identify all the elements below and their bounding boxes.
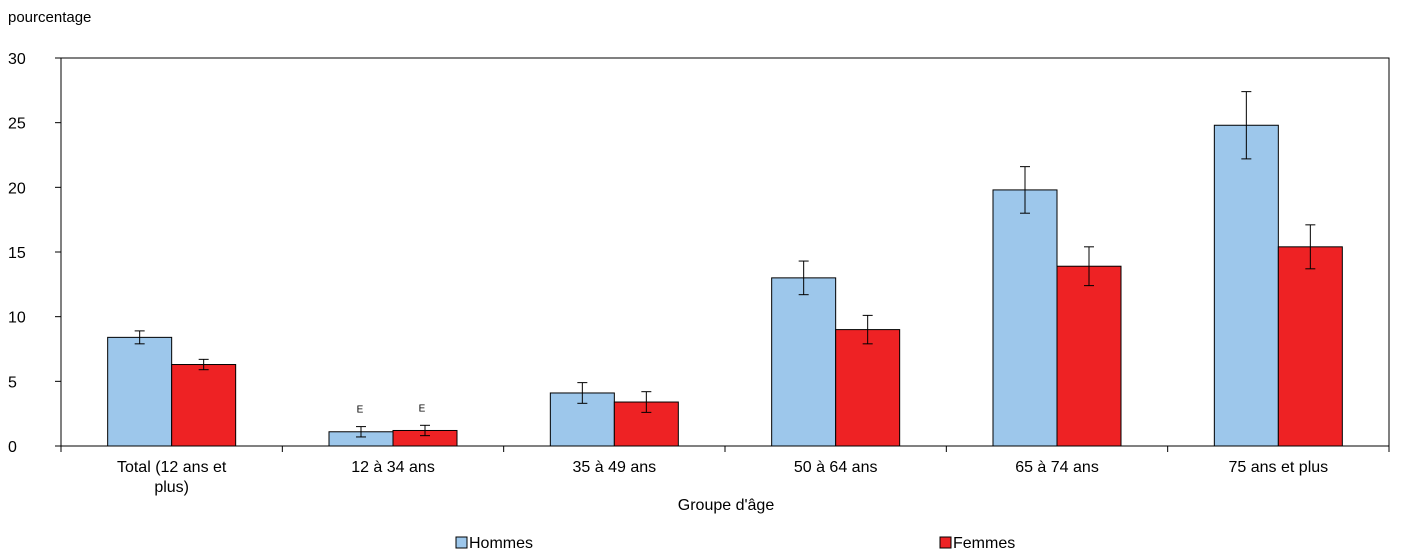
y-tick-label: 20 [8, 180, 26, 197]
bar-femmes [1056, 265, 1122, 447]
estimate-flag: E [419, 403, 426, 414]
x-tick-label: 50 à 64 ans [794, 459, 878, 476]
bar-femmes [835, 329, 901, 447]
y-tick-label: 25 [8, 116, 26, 133]
x-axis-label: Groupe d'âge [678, 497, 775, 514]
x-tick-label: 35 à 49 ans [573, 459, 657, 476]
y-tick-label: 10 [8, 310, 26, 327]
y-tick-label: 0 [8, 439, 17, 456]
legend-swatch-femmes [939, 536, 952, 549]
x-tick-label: 12 à 34 ans [351, 459, 435, 476]
bar-hommes [992, 189, 1058, 447]
plot-frame [60, 57, 1390, 447]
legend-label-hommes: Hommes [469, 535, 533, 552]
bar-femmes [171, 364, 237, 447]
x-tick-label: plus) [154, 479, 189, 496]
bar-hommes [771, 277, 837, 447]
legend-label-femmes: Femmes [953, 535, 1015, 552]
x-tick-label: Total (12 ans et [117, 459, 227, 476]
x-tick-label: 65 à 74 ans [1015, 459, 1099, 476]
legend-swatch-hommes [455, 536, 468, 549]
bar-hommes [107, 336, 173, 447]
legend: Hommes Femmes [455, 535, 1015, 552]
x-tick-label: 75 ans et plus [1229, 459, 1329, 476]
plot-area: 0 5 10 15 20 25 30 Total (12 ans et plus) 12 à 34… [8, 51, 1390, 496]
bar-femmes [1277, 246, 1343, 447]
y-tick-label: 30 [8, 51, 26, 68]
y-tick-label: 5 [8, 374, 17, 391]
y-tick-label: 15 [8, 245, 26, 262]
estimate-flag: E [357, 405, 364, 416]
bar-hommes [1213, 124, 1279, 447]
y-axis-label: pourcentage [8, 9, 91, 26]
